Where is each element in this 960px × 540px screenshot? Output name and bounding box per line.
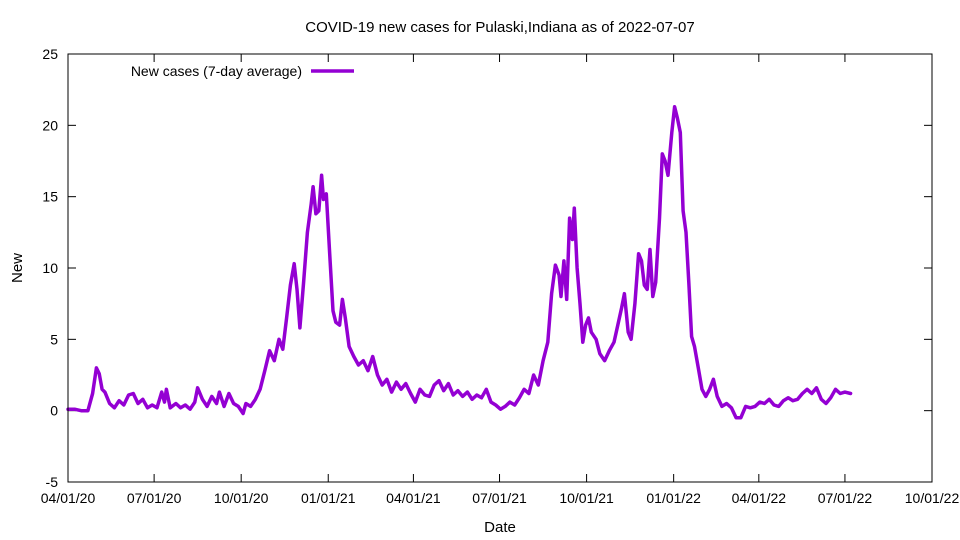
y-tick-label: -5 bbox=[46, 474, 59, 490]
x-tick-label: 07/01/21 bbox=[472, 490, 527, 506]
y-tick-label: 25 bbox=[42, 46, 58, 62]
y-tick-label: 5 bbox=[50, 331, 58, 347]
x-tick-label: 10/01/21 bbox=[559, 490, 614, 506]
legend-label: New cases (7-day average) bbox=[131, 63, 302, 79]
x-axis: 04/01/20 07/01/20 10/01/20 01/01/21 04/01/21… bbox=[41, 54, 960, 506]
x-tick-label: 04/01/20 bbox=[41, 490, 96, 506]
x-tick-label: 10/01/22 bbox=[905, 490, 960, 506]
y-tick-label: 15 bbox=[42, 189, 58, 205]
x-tick-label: 04/01/21 bbox=[386, 490, 441, 506]
chart-title: COVID-19 new cases for Pulaski,Indiana a… bbox=[305, 19, 694, 36]
y-tick-label: 20 bbox=[42, 117, 58, 133]
series-line-new-cases bbox=[66, 105, 853, 420]
y-tick-label: 10 bbox=[42, 260, 58, 276]
x-axis-label: Date bbox=[484, 519, 516, 536]
x-tick-label: 01/01/22 bbox=[646, 490, 701, 506]
legend: New cases (7-day average) bbox=[131, 63, 354, 79]
x-tick-label: 07/01/20 bbox=[127, 490, 182, 506]
x-tick-label: 07/01/22 bbox=[818, 490, 873, 506]
plot-frame bbox=[67, 53, 933, 483]
y-tick-label: 0 bbox=[50, 403, 58, 419]
x-tick-label: 04/01/22 bbox=[732, 490, 787, 506]
y-axis: -5 0 5 10 15 20 25 bbox=[42, 46, 932, 490]
x-tick-label: 10/01/20 bbox=[214, 490, 269, 506]
y-axis-label: New bbox=[9, 253, 26, 283]
x-tick-label: 01/01/21 bbox=[301, 490, 356, 506]
